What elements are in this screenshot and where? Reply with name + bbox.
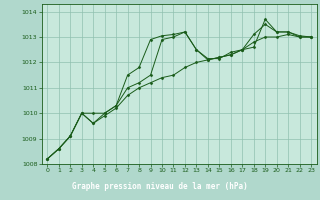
- Text: Graphe pression niveau de la mer (hPa): Graphe pression niveau de la mer (hPa): [72, 182, 248, 191]
